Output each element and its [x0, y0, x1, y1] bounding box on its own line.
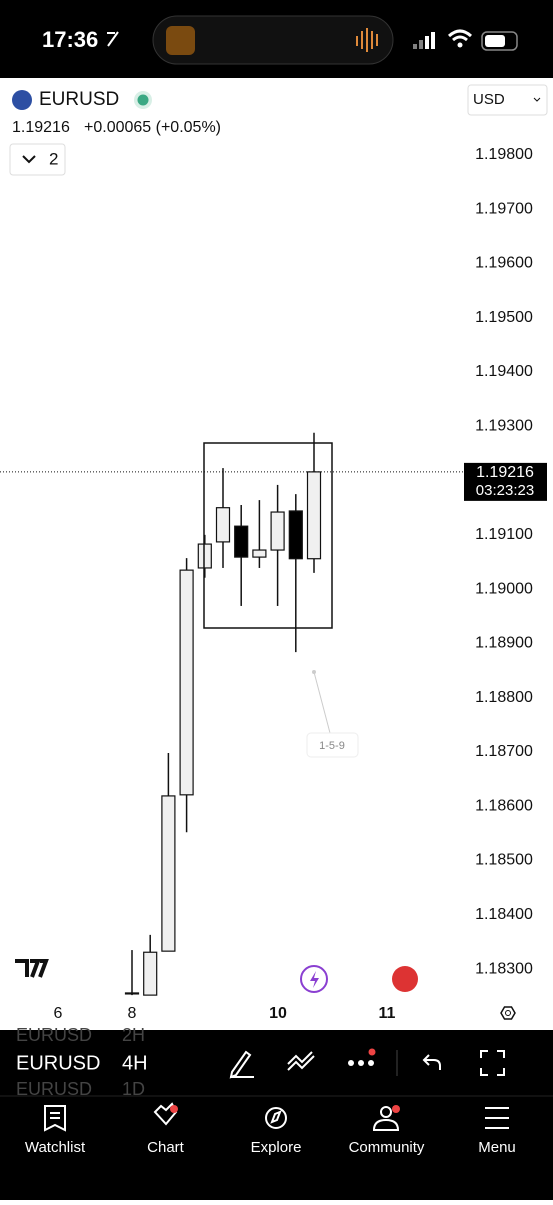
audio-bars — [356, 28, 378, 52]
currency-select[interactable] — [467, 84, 548, 116]
currency-label: USD — [473, 91, 505, 108]
dynamic-island — [152, 15, 394, 65]
toggle-chevron — [22, 155, 36, 164]
mute-icon — [107, 31, 119, 47]
candle-body — [197, 543, 212, 569]
header-price: 1.19216 — [12, 119, 70, 136]
line-tool[interactable] — [287, 1051, 315, 1071]
tab-icon — [44, 1105, 66, 1132]
drawing-label: 1-5-9 — [319, 740, 345, 752]
y-tick-label: 1.19400 — [475, 363, 533, 380]
pen-tool[interactable] — [229, 1050, 254, 1079]
chart-area — [0, 78, 553, 1030]
y-tick-label: 1.19000 — [475, 580, 533, 597]
countdown: 03:23:23 — [476, 482, 534, 499]
y-tick-label: 1.19700 — [475, 200, 533, 217]
select-chevron — [533, 97, 541, 102]
picker-ghost: EURUSD — [16, 1025, 92, 1045]
wifi-icon — [447, 29, 473, 42]
y-tick-label: 1.19100 — [475, 526, 533, 543]
badge — [170, 1105, 178, 1113]
y-tick-label: 1.18500 — [475, 852, 533, 869]
battery — [481, 31, 518, 51]
tv-logo — [15, 959, 49, 978]
market-open-dot — [137, 94, 149, 106]
clock: 17:36 — [42, 27, 98, 52]
header-change: +0.00065 (+0.05%) — [84, 119, 221, 136]
y-tick-label: 1.19500 — [475, 309, 533, 326]
wifi-dot — [457, 42, 463, 48]
y-tick-label: 1.19600 — [475, 255, 533, 272]
badge — [392, 1105, 400, 1113]
badge — [368, 1048, 376, 1056]
y-tick-label: 1.18900 — [475, 635, 533, 652]
tab-icon — [372, 1106, 400, 1131]
candle-body — [306, 471, 322, 560]
fullscreen[interactable] — [480, 1050, 505, 1076]
drawing-tag[interactable] — [306, 732, 359, 758]
tab-icon — [485, 1107, 509, 1129]
plot: 1.19800 1.19700 1.19600 1.19500 1.19400 1.193… — [0, 146, 547, 996]
candle-body — [252, 549, 267, 558]
drawn-rectangle[interactable] — [203, 442, 333, 629]
toolbar-interval[interactable]: 4H — [122, 1052, 148, 1074]
settings-icon[interactable] — [500, 1006, 516, 1020]
tab-icon — [153, 1102, 178, 1126]
indicator-toggle[interactable] — [9, 143, 66, 176]
drawing-leader — [313, 671, 331, 734]
signal-icon — [413, 32, 435, 49]
tab-label[interactable]: Community — [349, 1139, 425, 1156]
tab-label[interactable]: Chart — [147, 1139, 185, 1156]
tab-label[interactable]: Menu — [478, 1139, 516, 1156]
settings-center — [505, 1010, 511, 1016]
indicator-count: 2 — [49, 149, 58, 168]
candle-body — [143, 951, 158, 996]
candle-body — [270, 511, 285, 551]
candle-body — [161, 795, 176, 952]
picker-ghost: 2H — [122, 1025, 145, 1045]
symbol-flag — [12, 90, 32, 110]
x-tick-label: 11 — [379, 1005, 396, 1022]
tab-icon — [265, 1107, 288, 1129]
us-event-flag[interactable] — [392, 966, 418, 992]
more-tools[interactable] — [348, 1060, 374, 1066]
lightning — [310, 971, 319, 988]
event-icon[interactable] — [300, 965, 328, 993]
y-tick-label: 1.18600 — [475, 797, 533, 814]
candle-body — [124, 992, 140, 995]
candle-body — [215, 507, 231, 543]
y-tick-label: 1.18800 — [475, 689, 533, 706]
bottom-bars — [0, 1030, 553, 1200]
x-tick-label: 8 — [128, 1005, 137, 1022]
picker-ghost: EURUSD — [16, 1079, 92, 1099]
y-tick-label: 1.18400 — [475, 906, 533, 923]
price-tag-value: 1.19216 — [476, 464, 534, 481]
x-tick-label: 6 — [54, 1005, 63, 1022]
price-tag — [464, 462, 547, 501]
x-tick-label: 10 — [269, 1005, 287, 1022]
drawing-anchor — [312, 670, 316, 674]
toolbar-symbol[interactable]: EURUSD — [16, 1052, 100, 1074]
album-art — [166, 26, 195, 55]
candle-body — [179, 569, 194, 796]
picker-ghost: 1D — [122, 1079, 145, 1099]
undo[interactable] — [422, 1054, 441, 1070]
candle-body — [288, 510, 303, 560]
y-tick-label: 1.19300 — [475, 418, 533, 435]
y-tick-label: 1.18700 — [475, 743, 533, 760]
candle-body — [234, 525, 249, 558]
tab-label[interactable]: Watchlist — [25, 1139, 86, 1156]
symbol-name[interactable]: EURUSD — [39, 89, 119, 110]
y-tick-label: 1.18300 — [475, 960, 533, 977]
tab-label[interactable]: Explore — [251, 1139, 302, 1156]
y-tick-label: 1.19800 — [475, 146, 533, 163]
battery-level — [485, 35, 505, 47]
